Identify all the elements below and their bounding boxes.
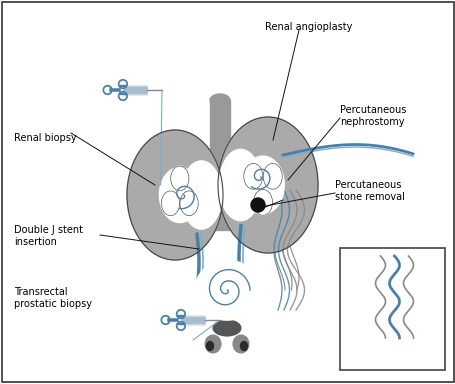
Text: Renal biopsy: Renal biopsy [14,133,76,143]
Ellipse shape [237,359,241,365]
Text: Transrectal
prostatic biopsy: Transrectal prostatic biopsy [14,287,92,309]
Ellipse shape [161,191,179,216]
Ellipse shape [233,335,248,353]
Text: Percutaneous
stone removal: Percutaneous stone removal [334,180,404,202]
Ellipse shape [206,341,213,351]
Ellipse shape [202,363,207,369]
Ellipse shape [181,161,221,229]
Ellipse shape [242,361,245,367]
Ellipse shape [219,149,261,221]
Ellipse shape [127,130,222,260]
Text: Varicocoele
embolization: Varicocoele embolization [239,200,302,222]
Ellipse shape [159,167,200,223]
Text: Double J stent
insertion: Double J stent insertion [14,225,83,247]
Ellipse shape [195,260,258,320]
Ellipse shape [241,156,283,214]
Ellipse shape [243,164,262,189]
Ellipse shape [180,191,198,216]
Text: Percutaneous
nephrostomy: Percutaneous nephrostomy [339,105,405,127]
Text: Enlarged view
of coil: Enlarged view of coil [359,348,424,367]
Ellipse shape [210,94,229,106]
Ellipse shape [240,341,247,351]
Ellipse shape [252,365,255,371]
Bar [339,248,444,370]
Ellipse shape [247,363,250,369]
Ellipse shape [263,164,282,189]
Ellipse shape [250,198,264,212]
Ellipse shape [170,166,188,191]
Ellipse shape [197,365,202,371]
Ellipse shape [207,361,212,367]
Ellipse shape [253,189,272,215]
Ellipse shape [205,335,221,353]
Text: Renal angioplasty: Renal angioplasty [264,22,352,32]
Bar [210,100,229,230]
Ellipse shape [212,320,241,336]
Ellipse shape [217,117,317,253]
Ellipse shape [212,359,217,365]
